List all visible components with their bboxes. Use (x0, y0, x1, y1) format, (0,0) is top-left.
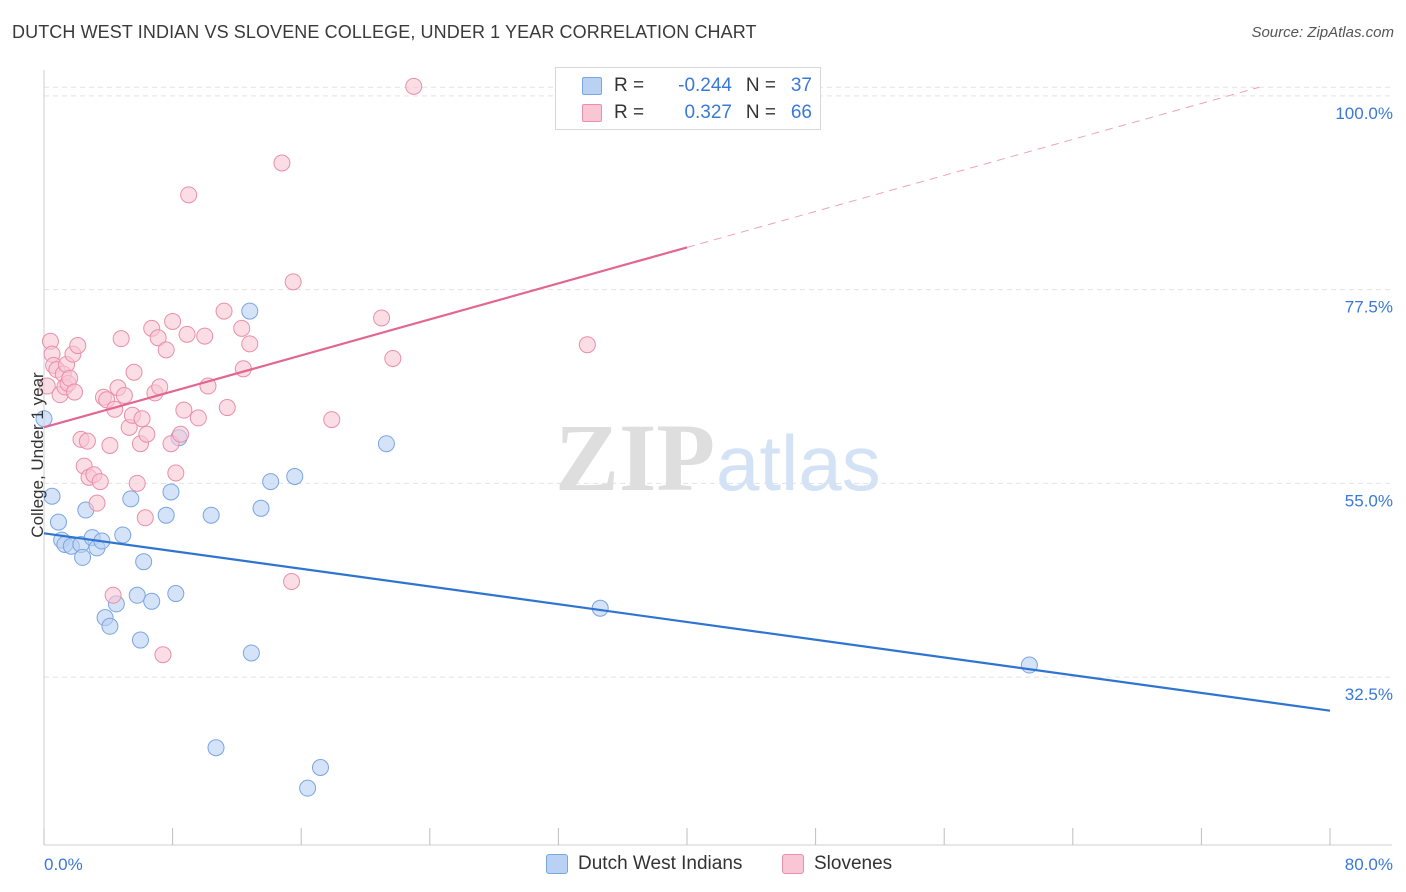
x-tick-label: 0.0% (44, 855, 83, 874)
legend-n-label: N = (745, 75, 776, 96)
pink-point (125, 363, 143, 381)
watermark-atlas: atlas (716, 419, 881, 507)
pink-point (284, 273, 302, 291)
pink-point (180, 186, 198, 204)
pink-point (149, 329, 167, 347)
watermark-zip: ZIP (555, 404, 715, 511)
pink-point (38, 377, 56, 395)
bottom-legend-swatch-pink (782, 854, 804, 874)
blue-point (207, 739, 225, 757)
pink-point (138, 425, 156, 443)
y-tick-label: 100.0% (1335, 104, 1393, 123)
legend-swatch-blue (582, 77, 602, 95)
pink-point (323, 411, 341, 429)
legend-box: R = -0.244 N = 37 R = 0.327 N = 66 (555, 67, 821, 130)
legend-row-blue: R = -0.244 N = 37 (582, 74, 812, 98)
blue-point (262, 473, 280, 491)
legend-r-label: R = (614, 102, 645, 123)
y-tick-label: 55.0% (1345, 491, 1393, 510)
pink-point (241, 335, 259, 353)
legend-n-label: N = (745, 102, 776, 123)
bottom-legend-label-pink: Slovenes (814, 853, 893, 874)
pink-point (172, 425, 190, 443)
blue-point (131, 631, 149, 649)
x-tick-label: 80.0% (1345, 855, 1393, 874)
blue-point (49, 513, 67, 531)
pink-point (273, 154, 291, 172)
legend-r-value: -0.244 (678, 75, 732, 96)
blue-point (377, 435, 395, 453)
y-axis-label: College, Under 1 year (28, 372, 47, 538)
blue-point (202, 506, 220, 524)
pink-point (178, 325, 196, 343)
blue-point (143, 592, 161, 610)
blue-point (135, 553, 153, 571)
blue-point (114, 526, 132, 544)
y-tick-label: 32.5% (1345, 685, 1393, 704)
blue-point (157, 506, 175, 524)
legend-n-value: 66 (790, 102, 812, 123)
pink-point (283, 573, 301, 590)
pink-point (128, 474, 146, 492)
pink-point (233, 319, 251, 337)
pink-point (167, 464, 185, 482)
bottom-legend-swatch-blue (546, 854, 568, 874)
legend-r-label: R = (614, 75, 645, 96)
pink-point (88, 494, 106, 512)
pink-point (133, 410, 151, 428)
blue-point (74, 548, 92, 566)
pink-point (196, 327, 214, 345)
chart-title: DUTCH WEST INDIAN VS SLOVENE COLLEGE, UN… (12, 22, 757, 42)
blue-point (286, 467, 304, 485)
pink-point (189, 409, 207, 427)
bottom-legend-blue[interactable]: Dutch West Indians (546, 851, 742, 877)
blue-point (242, 644, 260, 662)
blue-point (311, 759, 329, 776)
blue-point (167, 585, 185, 603)
pink-point (78, 432, 96, 450)
pink-point (69, 337, 87, 355)
pink-point (215, 302, 233, 320)
blue-trend-line (43, 532, 1331, 712)
pink-point (405, 77, 423, 95)
blue-point (128, 586, 146, 604)
pink-point (384, 349, 402, 367)
pink-point (112, 330, 130, 348)
legend-row-pink: R = 0.327 N = 66 (582, 101, 812, 125)
blue-point (162, 483, 180, 501)
blue-point (299, 779, 317, 797)
pink-trend-line (43, 246, 688, 429)
bottom-legend-pink[interactable]: Slovenes (782, 851, 892, 877)
source-label: Source: ZipAtlas.com (1251, 24, 1394, 41)
pink-point (101, 436, 119, 454)
y-tick-label: 77.5% (1345, 298, 1393, 317)
pink-point (234, 360, 252, 378)
pink-point (578, 336, 596, 354)
pink-point (154, 646, 172, 664)
legend-r-value: 0.327 (684, 102, 732, 123)
pink-point (104, 586, 122, 604)
pink-point (157, 341, 175, 359)
legend-swatch-pink (582, 104, 602, 122)
pink-point (218, 399, 236, 417)
pink-point (115, 387, 133, 404)
legend-n-value: 37 (790, 75, 812, 96)
blue-point (122, 490, 140, 508)
pink-point (136, 509, 154, 527)
pink-point (66, 383, 84, 401)
pink-point (175, 401, 193, 419)
pink-point (373, 309, 391, 327)
blue-point (43, 487, 61, 505)
blue-point (101, 617, 119, 635)
bottom-legend-label-blue: Dutch West Indians (578, 853, 743, 874)
pink-point (91, 473, 109, 491)
blue-point (252, 499, 270, 517)
pink-point (164, 312, 182, 330)
blue-point (241, 302, 259, 320)
pink-trend-extension (686, 86, 1260, 248)
